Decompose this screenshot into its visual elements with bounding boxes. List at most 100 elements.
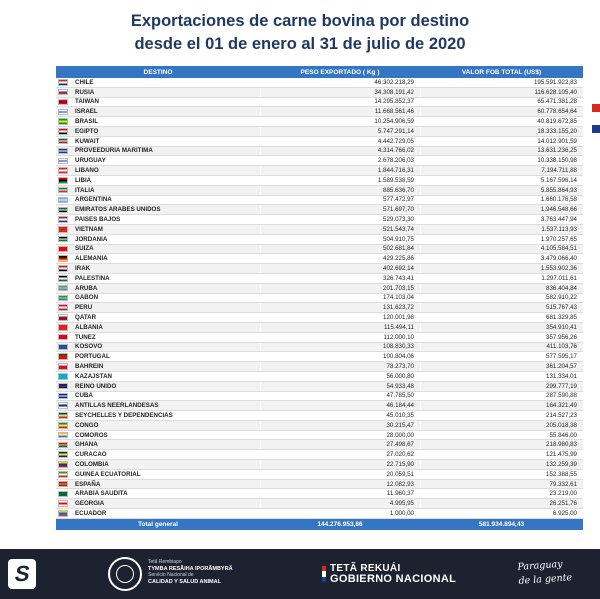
flag-cell bbox=[56, 274, 70, 283]
cell-destino: TUNEZ bbox=[75, 333, 96, 341]
cell-peso: 5.747.291,14 bbox=[260, 126, 420, 136]
country-flag-icon bbox=[58, 431, 68, 439]
cell-destino: EMIRATOS ARABES UNIDOS bbox=[75, 206, 161, 214]
cell-peso: 46.302.218,29 bbox=[260, 78, 420, 87]
cell-destino: RUSIA bbox=[75, 88, 95, 96]
cell-destino: CONGO bbox=[75, 421, 99, 429]
cell-fob: 152.388,55 bbox=[420, 469, 583, 479]
cell-destino: CHILE bbox=[75, 78, 94, 86]
flag-cell bbox=[56, 196, 70, 205]
country-flag-icon bbox=[58, 471, 68, 478]
country-flag-icon bbox=[58, 177, 68, 184]
cell-fob: 164.321,49 bbox=[420, 401, 583, 411]
cell-peso: 1.844.716,31 bbox=[260, 166, 420, 175]
cell-peso: 521.543,74 bbox=[260, 224, 420, 234]
table-row: PERU 131.623,72 515.767,43 bbox=[56, 303, 583, 314]
cell-fob: 3.763.447,94 bbox=[420, 215, 583, 224]
cell-destino: PROVEEDURIA MARITIMA bbox=[75, 147, 153, 155]
country-flag-icon bbox=[58, 402, 68, 409]
total-fob: 581.934.894,43 bbox=[478, 520, 525, 528]
cell-destino: TAIWAN bbox=[75, 98, 99, 106]
cell-fob: 515.767,43 bbox=[420, 303, 583, 313]
table-row: SUIZA 502.681,84 4.105.584,51 bbox=[56, 244, 583, 255]
cell-peso: 34.308.191,42 bbox=[260, 87, 420, 97]
senacsa-line2: TYMBA RESÃIHA IPORÃMBYRÃ bbox=[148, 565, 233, 572]
cell-destino: KOSOVO bbox=[75, 343, 103, 351]
cell-fob: 5.167.596,14 bbox=[420, 175, 583, 185]
country-flag-icon bbox=[58, 353, 68, 360]
country-flag-icon bbox=[58, 196, 68, 204]
flag-cell bbox=[56, 352, 70, 361]
table-row: EMIRATOS ARABES UNIDOS 571.697,70 1.946.54… bbox=[56, 205, 583, 216]
cell-destino: ALEMANIA bbox=[75, 255, 108, 263]
cell-peso: 14.295.852,37 bbox=[260, 97, 420, 107]
table-row: ARUBA 201.703,15 836.404,84 bbox=[56, 283, 583, 294]
cell-fob: 131.334,01 bbox=[420, 371, 583, 381]
cell-destino: GUINEA ECUATORIAL bbox=[75, 470, 141, 478]
cell-fob: 65.471.381,28 bbox=[420, 97, 583, 107]
table-row: CONGO 30.215,47 205.018,38 bbox=[56, 420, 583, 431]
flag-cell bbox=[56, 166, 70, 175]
table-row: GABON 174.103,04 582.910,22 bbox=[56, 293, 583, 304]
slogan-line2: de la gente bbox=[518, 572, 573, 587]
cell-fob: 577.595,17 bbox=[420, 352, 583, 362]
cell-fob: 836.404,84 bbox=[420, 283, 583, 293]
cell-destino: LIBANO bbox=[75, 167, 99, 175]
table-row: ARGENTINA 577.472,97 1.660.176,58 bbox=[56, 195, 583, 206]
header-peso: PESO EXPORTADO ( Kg ) bbox=[300, 68, 380, 76]
flag-cell bbox=[56, 343, 70, 352]
cell-fob: 214.527,23 bbox=[420, 411, 583, 420]
flag-cell bbox=[56, 440, 70, 449]
cell-peso: 429.225,86 bbox=[260, 254, 420, 264]
flag-cell bbox=[56, 303, 70, 312]
footer-banner: S Tetã Rembiapo TYMBA RESÃIHA IPORÃMBYRÃ… bbox=[0, 549, 600, 599]
table-row: ALEMANIA 429.225,86 3.479.066,40 bbox=[56, 254, 583, 265]
flag-cell bbox=[56, 225, 70, 234]
flag-cell bbox=[56, 509, 70, 518]
flag-cell bbox=[56, 392, 70, 401]
table-row: IRAK 402.692,14 1.553.902,36 bbox=[56, 264, 583, 274]
cell-destino: ALBANIA bbox=[75, 323, 103, 331]
flag-cell bbox=[56, 215, 70, 224]
cell-destino: KUWAIT bbox=[75, 137, 100, 145]
cell-fob: 299.777,19 bbox=[420, 381, 583, 391]
flag-cell bbox=[56, 489, 70, 498]
cell-peso: 20.059,51 bbox=[260, 469, 420, 479]
country-flag-icon bbox=[58, 167, 68, 174]
table-row: ECUADOR 1.000,00 6.925,00 bbox=[56, 509, 583, 519]
country-flag-icon bbox=[58, 304, 68, 311]
country-flag-icon bbox=[58, 216, 68, 223]
table-row: CURACAO 27.020,62 121.475,99 bbox=[56, 450, 583, 461]
country-flag-icon bbox=[58, 235, 68, 243]
cell-destino: BRASIL bbox=[75, 118, 99, 126]
table-row: PALESTINA 326.743,41 1.297.011,61 bbox=[56, 273, 583, 284]
cell-fob: 13.631.236,25 bbox=[420, 146, 583, 156]
cell-destino: GEORGIA bbox=[75, 500, 105, 508]
cell-peso: 4.995,95 bbox=[260, 499, 420, 509]
flag-cell bbox=[56, 421, 70, 430]
cell-peso: 1.000,00 bbox=[260, 509, 420, 518]
cell-peso: 402.692,14 bbox=[260, 264, 420, 273]
cell-fob: 55.846,00 bbox=[420, 430, 583, 440]
flag-cell bbox=[56, 137, 70, 146]
country-flag-icon bbox=[58, 186, 68, 194]
cell-peso: 28.000,00 bbox=[260, 430, 420, 440]
country-flag-icon bbox=[58, 373, 68, 380]
cell-destino: SUIZA bbox=[75, 245, 94, 253]
cell-fob: 40.819.672,85 bbox=[420, 117, 583, 126]
country-flag-icon bbox=[58, 451, 68, 458]
country-flag-icon bbox=[58, 294, 68, 302]
country-flag-icon bbox=[58, 275, 68, 282]
table-row: KUWAIT 4.442.729,05 14.012.901,59 bbox=[56, 136, 583, 147]
cell-fob: 7.194.711,88 bbox=[420, 166, 583, 175]
table-row: EGIPTO 5.747.291,14 18.333.155,20 bbox=[56, 126, 583, 137]
table-row: COLOMBIA 22.715,90 132.259,39 bbox=[56, 460, 583, 470]
cell-destino: ITALIA bbox=[75, 186, 95, 194]
page-subtitle: desde el 01 de enero al 31 de julio de 2… bbox=[134, 35, 466, 53]
gov-line1: TETÃ REKUÁI bbox=[330, 563, 401, 574]
country-flag-icon bbox=[58, 118, 68, 125]
cell-peso: 571.697,70 bbox=[260, 205, 420, 215]
cell-peso: 326.743,41 bbox=[260, 273, 420, 283]
cell-fob: 132.259,39 bbox=[420, 460, 583, 469]
table-row: JORDANIA 504.910,75 1.970.257,65 bbox=[56, 234, 583, 245]
